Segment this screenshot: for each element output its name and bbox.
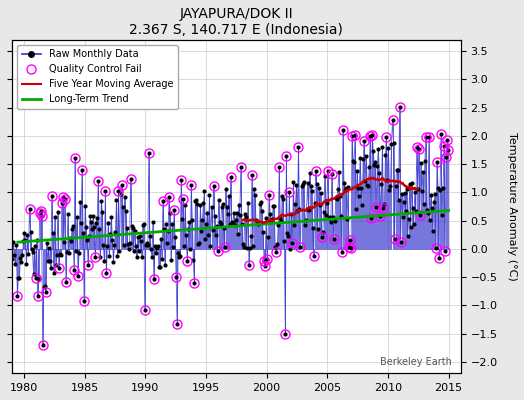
Y-axis label: Temperature Anomaly (°C): Temperature Anomaly (°C): [507, 132, 517, 281]
Title: JAYAPURA/DOK II
2.367 S, 140.717 E (Indonesia): JAYAPURA/DOK II 2.367 S, 140.717 E (Indo…: [129, 7, 343, 37]
Legend: Raw Monthly Data, Quality Control Fail, Five Year Moving Average, Long-Term Tren: Raw Monthly Data, Quality Control Fail, …: [17, 44, 178, 109]
Text: Berkeley Earth: Berkeley Earth: [380, 357, 452, 367]
